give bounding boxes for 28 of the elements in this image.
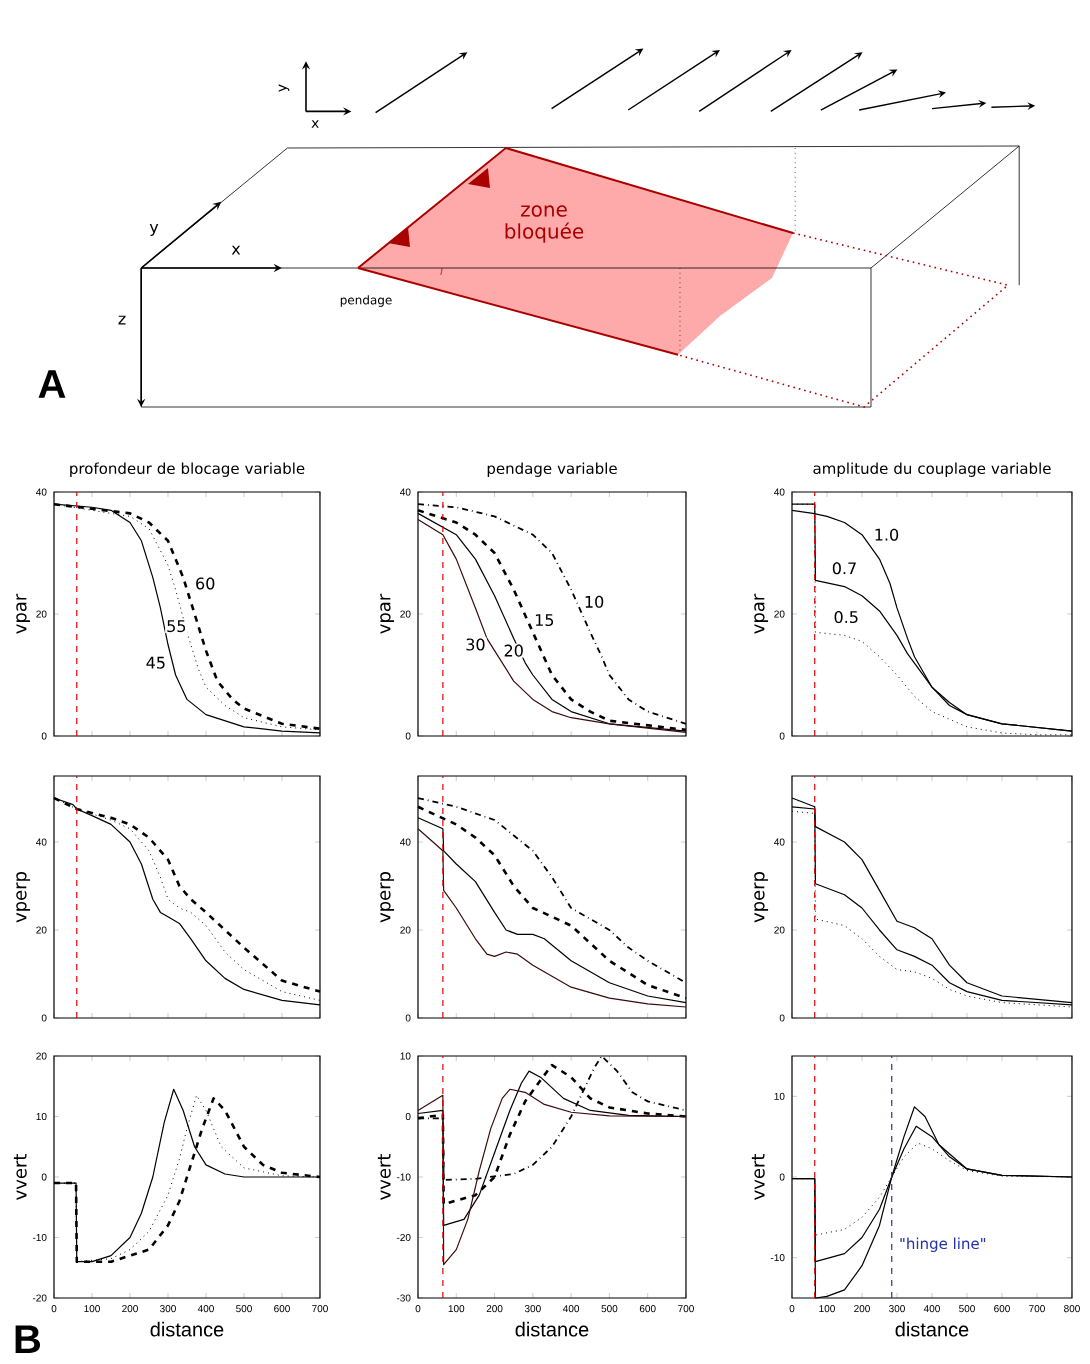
series-label: 0.5 xyxy=(834,610,858,624)
y-axis-title: vperp xyxy=(754,871,769,923)
y-axis-title: vvert xyxy=(751,1154,765,1200)
text: z xyxy=(118,315,126,325)
series-label: 55 xyxy=(167,620,186,633)
series-label: 1.0 xyxy=(875,528,899,541)
y-axis-title: vpar xyxy=(754,593,769,634)
y-axis-title: vvert xyxy=(13,1154,27,1200)
y-axis-title: vpar xyxy=(16,593,31,634)
x-axis-title: distance xyxy=(895,1321,969,1337)
series-label: 45 xyxy=(146,656,165,669)
text: A xyxy=(38,370,66,398)
y-axis-title: vperp xyxy=(16,871,31,923)
y-axis-title: vvert xyxy=(377,1154,391,1200)
series-label: 0.7 xyxy=(832,562,856,575)
x-axis-title: distance xyxy=(515,1321,589,1337)
series-label: 30 xyxy=(466,638,485,651)
y-axis-title: vpar xyxy=(380,593,395,634)
text: B xyxy=(15,1325,41,1353)
text: zone bloquée xyxy=(505,205,584,243)
x-axis-title: distance xyxy=(150,1321,224,1337)
series-label: 15 xyxy=(535,614,554,627)
series-label: 60 xyxy=(196,577,215,590)
series-label: 10 xyxy=(585,595,604,608)
text: y xyxy=(149,223,159,237)
y-axis-title: vperp xyxy=(380,871,395,923)
series-label: 20 xyxy=(504,644,523,657)
text: x xyxy=(231,245,241,255)
